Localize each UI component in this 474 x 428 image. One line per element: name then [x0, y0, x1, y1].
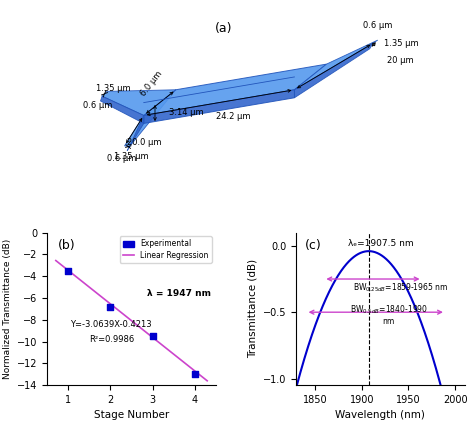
- Text: (b): (b): [57, 239, 75, 252]
- Text: R²=0.9986: R²=0.9986: [89, 336, 134, 345]
- Text: 0.6 μm: 0.6 μm: [363, 21, 392, 30]
- Polygon shape: [100, 96, 144, 123]
- Text: (c): (c): [305, 239, 321, 252]
- Text: 24.2 μm: 24.2 μm: [216, 112, 251, 121]
- Legend: Experimental, Linear Regression: Experimental, Linear Regression: [120, 236, 212, 263]
- Polygon shape: [294, 40, 378, 90]
- Text: 20 μm: 20 μm: [387, 56, 414, 65]
- Text: (a): (a): [215, 22, 233, 36]
- Text: λₑ=1907.5 nm: λₑ=1907.5 nm: [347, 239, 413, 248]
- Polygon shape: [127, 116, 144, 151]
- Polygon shape: [144, 90, 294, 123]
- Point: [191, 371, 198, 378]
- Text: 1.35 μm: 1.35 μm: [96, 83, 130, 93]
- X-axis label: Wavelength (nm): Wavelength (nm): [336, 410, 425, 420]
- Text: 3.14 μm: 3.14 μm: [169, 108, 204, 117]
- Point: [107, 303, 114, 310]
- Text: 6.0 μm: 6.0 μm: [139, 69, 164, 98]
- Text: 20.0 μm: 20.0 μm: [127, 138, 161, 147]
- Y-axis label: Normalized Transmittance (dB): Normalized Transmittance (dB): [3, 239, 12, 379]
- Polygon shape: [294, 43, 373, 98]
- Polygon shape: [144, 64, 327, 116]
- Text: 0.6 μm: 0.6 μm: [82, 101, 112, 110]
- Text: BW$_{0.25dB}$=1859-1965 nm: BW$_{0.25dB}$=1859-1965 nm: [353, 282, 448, 294]
- Y-axis label: Transmittance (dB): Transmittance (dB): [247, 259, 257, 358]
- Polygon shape: [102, 90, 176, 116]
- Polygon shape: [125, 90, 176, 147]
- Text: 1.35 μm: 1.35 μm: [384, 39, 419, 48]
- X-axis label: Stage Number: Stage Number: [94, 410, 169, 420]
- Text: Y=-3.0639X-0.4213: Y=-3.0639X-0.4213: [71, 320, 152, 329]
- Text: 1.35 μm: 1.35 μm: [114, 152, 148, 161]
- Point: [64, 268, 72, 274]
- Text: BW$_{0.5dB}$=1840-1990
nm: BW$_{0.5dB}$=1840-1990 nm: [350, 303, 428, 326]
- Text: λ = 1947 nm: λ = 1947 nm: [146, 289, 210, 298]
- Text: 0.6 μm: 0.6 μm: [107, 154, 136, 163]
- Point: [149, 333, 156, 339]
